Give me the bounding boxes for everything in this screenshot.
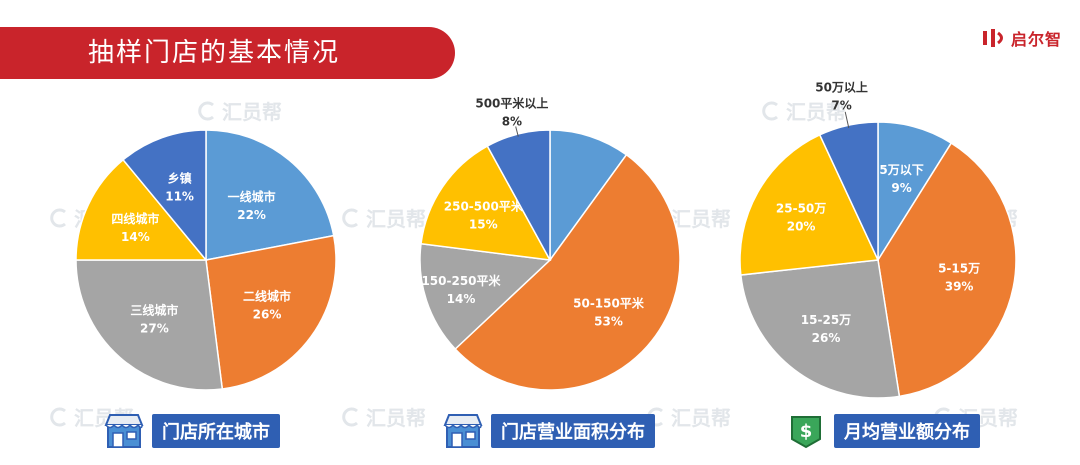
slice-value-label: 26% [812, 331, 841, 345]
watermark-logo-icon [50, 208, 66, 227]
pie-slice [205, 129, 335, 261]
slice-category-label: 25-50万 [776, 202, 826, 216]
slice-value-label: 15% [469, 218, 498, 232]
storefront-icon [104, 414, 144, 448]
slice-value-label: 53% [594, 315, 623, 329]
slice-value-label: 39% [945, 280, 974, 294]
brand-logo: 启尔智 [981, 27, 1062, 49]
pie-slice [549, 129, 628, 263]
brand-logo-icon [982, 29, 1003, 47]
pie-slice [205, 234, 337, 390]
slice-leader-line [844, 111, 850, 129]
slice-category-label: 5万以下 [879, 163, 923, 177]
chart-caption-city: 门店所在城市 [104, 413, 280, 449]
slice-category-label: 250-500平米 [444, 199, 524, 214]
pie-chart-2: 50-150平米 53% 150-250平米 14% 250-500平米 15% 500平米… [419, 95, 681, 391]
slice-value-label: 14% [447, 292, 476, 306]
watermark: 汇员帮 [340, 402, 426, 431]
chart-caption-revenue: $ 月均营业额分布 [786, 413, 980, 449]
watermark: 汇员帮 [760, 96, 846, 125]
watermark-text: 汇员帮 [786, 100, 846, 124]
chart-caption-label: 门店所在城市 [152, 414, 280, 448]
watermark: 汇员帮 [645, 402, 731, 431]
pie-slice [877, 142, 1017, 398]
watermark-logo-icon [762, 101, 778, 120]
pie-slice [420, 145, 552, 261]
pie-chart-3: 5万以下 9% 5-15万 39% 15-25万 26% 25-50万 20% 50万以上 7% [739, 80, 1017, 399]
chart-caption-label: 门店营业面积分布 [491, 414, 655, 448]
slice-category-label: 500平米以上 [475, 95, 548, 110]
svg-text:$: $ [800, 421, 813, 442]
chart-caption-label: 月均营业额分布 [834, 414, 980, 448]
slice-value-label: 26% [253, 307, 282, 321]
brand-name: 启尔智 [1010, 30, 1062, 49]
watermark-logo-icon [198, 101, 214, 120]
slice-value-label: 11% [165, 190, 194, 204]
title-banner: 抽样门店的基本情况 [0, 27, 455, 79]
watermark: 汇员帮 [340, 203, 426, 232]
slice-value-label: 9% [891, 181, 911, 195]
slice-value-label: 7% [831, 99, 851, 113]
slice-category-label: 150-250平米 [421, 273, 501, 288]
watermark-text: 汇员帮 [671, 207, 731, 231]
watermark-text: 汇员帮 [222, 100, 282, 124]
slice-category-label: 三线城市 [130, 303, 178, 318]
page-title: 抽样门店的基本情况 [88, 38, 341, 68]
watermark: 汇员帮 [196, 96, 282, 125]
pie-chart-1: 一线城市 22% 二线城市 26% 三线城市 27% 四线城市 14% 乡镇 11% [75, 129, 337, 391]
slice-category-label: 乡镇 [168, 171, 192, 186]
pie-slice [739, 259, 901, 399]
pie-slice [122, 129, 207, 263]
slice-value-label: 20% [787, 220, 816, 234]
slice-category-label: 一线城市 [228, 189, 276, 204]
slice-category-label: 四线城市 [111, 211, 159, 226]
pie-slice [454, 153, 681, 391]
watermark-logo-icon [50, 407, 66, 426]
storefront-icon [443, 414, 483, 448]
watermark-text: 汇员帮 [366, 207, 426, 231]
pie-slice [75, 259, 224, 391]
watermark-logo-icon [342, 407, 358, 426]
pie-slice [419, 242, 552, 351]
slice-value-label: 27% [140, 322, 169, 336]
watermark-text: 汇员帮 [366, 406, 426, 430]
slice-value-label: 22% [237, 208, 266, 222]
slice-value-label: 14% [121, 230, 150, 244]
chart-caption-area: 门店营业面积分布 [443, 413, 655, 449]
slice-category-label: 50万以上 [815, 80, 868, 95]
pie-slice [739, 133, 880, 276]
slice-value-label: 8% [502, 114, 522, 128]
pie-slice [75, 158, 208, 261]
money-bill-icon: $ [791, 416, 821, 449]
slice-category-label: 15-25万 [801, 313, 851, 327]
slice-category-label: 5-15万 [938, 262, 980, 276]
slice-category-label: 50-150平米 [573, 296, 645, 311]
slice-leader-line [515, 126, 519, 137]
watermark-logo-icon [342, 208, 358, 227]
slice-category-label: 二线城市 [243, 288, 291, 303]
watermark-text: 汇员帮 [671, 406, 731, 430]
